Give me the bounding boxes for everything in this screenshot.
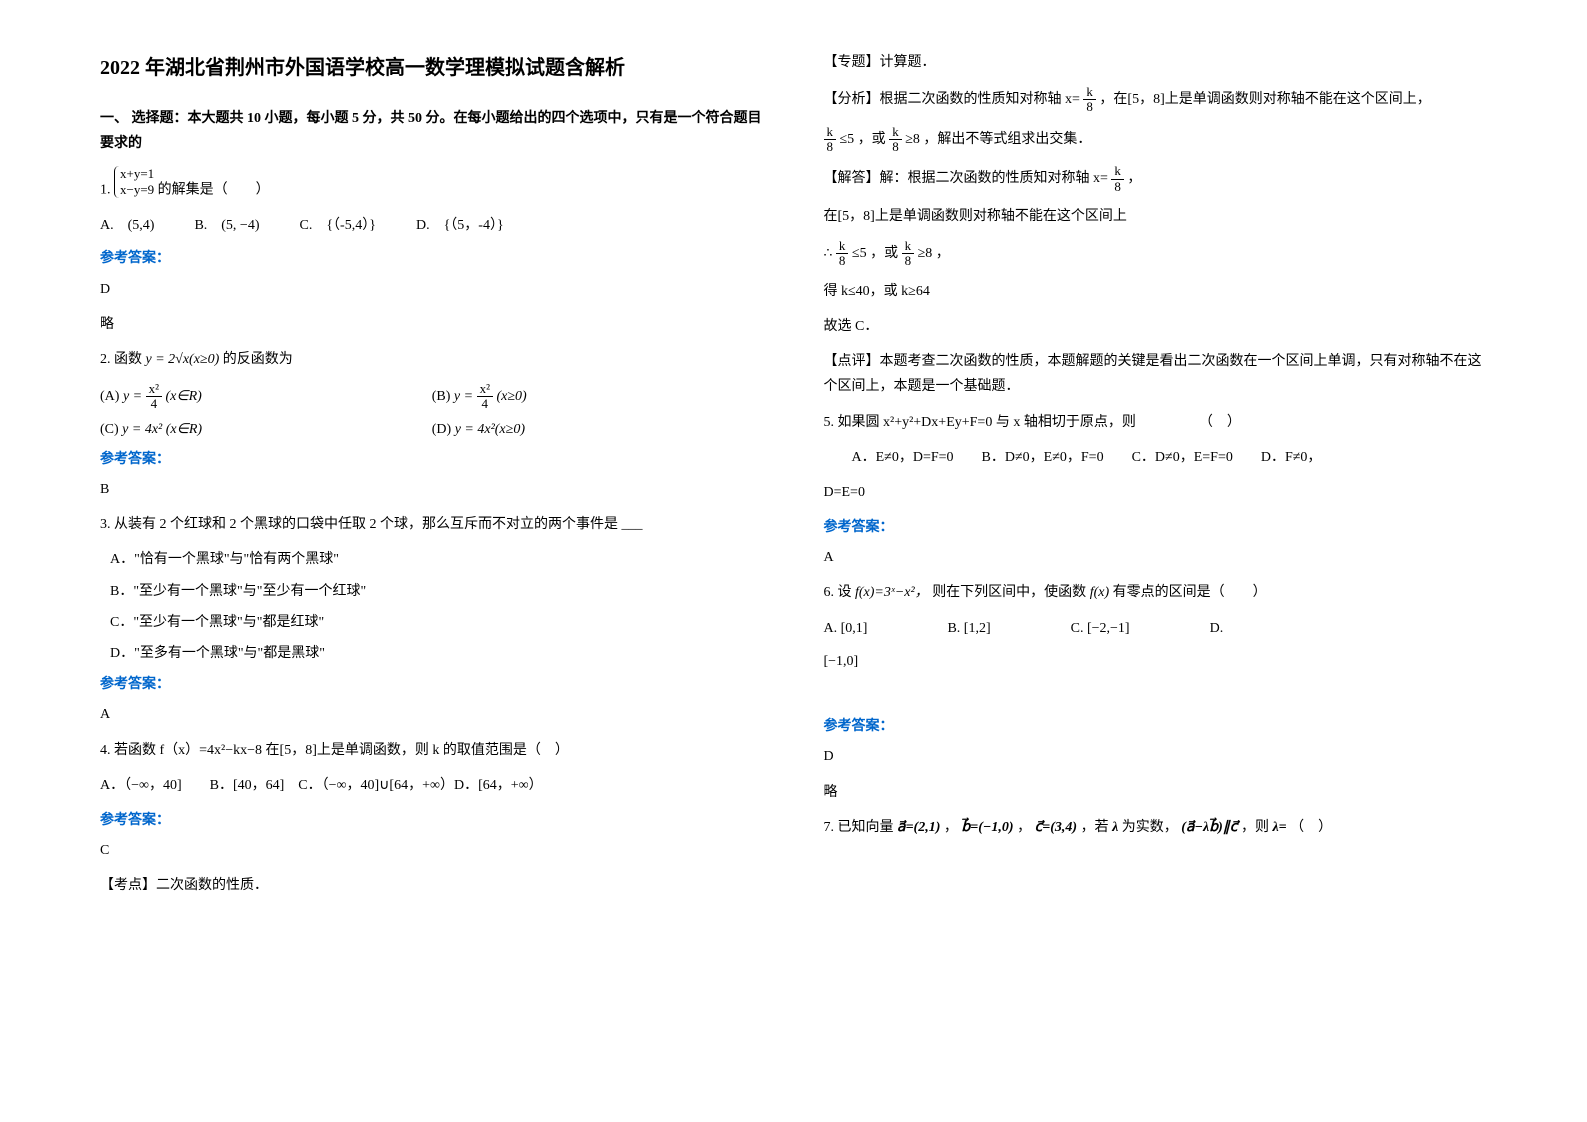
q1-system: x+y=1 x−y=9	[114, 166, 154, 197]
q1-opt-c: C. {（-5,4）}	[300, 213, 376, 238]
question-4: 4. 若函数 f（x）=4x²−kx−8 在[5，8]上是单调函数，则 k 的取…	[100, 738, 764, 763]
q1-answer: D	[100, 277, 764, 302]
jieda-line5: 故选 C．	[824, 314, 1488, 339]
document-title: 2022 年湖北省荆州市外国语学校高一数学理模拟试题含解析	[100, 50, 764, 86]
q6-options: A. [0,1] B. [1,2] C. [−2,−1] D.	[824, 616, 1488, 641]
q3-opt-d: D．"至多有一个黑球"与"都是黑球"	[110, 641, 764, 666]
question-5: 5. 如果圆 x²+y²+Dx+Ey+F=0 与 x 轴相切于原点，则 （ ）	[824, 410, 1488, 435]
q1-answer-label: 参考答案：	[100, 246, 764, 271]
q3-opt-c: C．"至少有一个黑球"与"都是红球"	[110, 610, 764, 635]
q5-answer: A	[824, 545, 1488, 570]
section-header: 一、 选择题：本大题共 10 小题，每小题 5 分，共 50 分。在每小题给出的…	[100, 106, 764, 156]
q5-options: A．E≠0，D=F=0 B．D≠0，E≠0，F=0 C．D≠0，E=F=0 D．…	[824, 445, 1488, 470]
q3-answer: A	[100, 702, 764, 727]
q1-note: 略	[100, 312, 764, 337]
question-1: 1. x+y=1 x−y=9 的解集是（ ）	[100, 166, 764, 203]
question-2: 2. 函数 y = 2√x(x≥0) 的反函数为	[100, 347, 764, 372]
q1-num: 1.	[100, 183, 111, 198]
q2-num: 2. 函数	[100, 352, 142, 367]
q4-options: A．（−∞，40] B．[40，64] C．（−∞，40]∪[64，+∞）D．[…	[100, 773, 764, 798]
q6-note: 略	[824, 780, 1488, 805]
jieda-line3: ∴ k 8 ≤5 ，或 k 8 ≥8 ，	[824, 239, 1488, 269]
q2-options-row2: (C) y = 4x² (x∈R) (D) y = 4x²(x≥0)	[100, 417, 764, 442]
q3-opt-a: A．"恰有一个黑球"与"恰有两个黑球"	[110, 547, 764, 572]
jieda-line4: 得 k≤40，或 k≥64	[824, 279, 1488, 304]
q2-answer-label: 参考答案：	[100, 447, 764, 472]
q2-answer: B	[100, 477, 764, 502]
zhuanti: 【专题】计算题．	[824, 50, 1488, 75]
dianping: 【点评】本题考查二次函数的性质，本题解题的关键是看出二次函数在一个区间上单调，只…	[824, 349, 1488, 399]
q2-options-row1: (A) y = x² 4 (x∈R) (B) y = x² 4 (x≥0)	[100, 382, 764, 412]
q4-kaodian: 【考点】二次函数的性质．	[100, 873, 764, 898]
q6-answer-label: 参考答案：	[824, 714, 1488, 739]
q4-answer-label: 参考答案：	[100, 808, 764, 833]
q5-answer-label: 参考答案：	[824, 515, 1488, 540]
q1-opt-b: B. (5, −4)	[194, 213, 259, 238]
q3-answer-label: 参考答案：	[100, 672, 764, 697]
jieda-line1: 【解答】解：根据二次函数的性质知对称轴 x= k 8 ，	[824, 164, 1488, 194]
question-7: 7. 已知向量 a⃗=(2,1) ， b⃗=(−1,0) ， c⃗=(3,4) …	[824, 815, 1488, 840]
question-6: 6. 设 f(x)=3ˣ−x²， 则在下列区间中，使函数 f(x) 有零点的区间…	[824, 580, 1488, 605]
q3-opt-b: B．"至少有一个黑球"与"至少有一个红球"	[110, 579, 764, 604]
q6-answer: D	[824, 744, 1488, 769]
fenxi-line1: 【分析】根据二次函数的性质知对称轴 x= k 8 ，在[5，8]上是单调函数则对…	[824, 85, 1488, 115]
question-3: 3. 从装有 2 个红球和 2 个黑球的口袋中任取 2 个球，那么互斥而不对立的…	[100, 512, 764, 537]
q5-options2: D=E=0	[824, 480, 1488, 505]
q6-opt-d: [−1,0]	[824, 649, 1488, 674]
fenxi-line2: k 8 ≤5 ，或 k 8 ≥8 ，解出不等式组求出交集．	[824, 125, 1488, 155]
left-column: 2022 年湖北省荆州市外国语学校高一数学理模拟试题含解析 一、 选择题：本大题…	[100, 50, 764, 909]
jieda-line2: 在[5，8]上是单调函数则对称轴不能在这个区间上	[824, 204, 1488, 229]
q1-opt-a: A. (5,4)	[100, 213, 154, 238]
q1-opt-d: D. {（5，-4）}	[416, 213, 504, 238]
right-column: 【专题】计算题． 【分析】根据二次函数的性质知对称轴 x= k 8 ，在[5，8…	[824, 50, 1488, 909]
q4-answer: C	[100, 838, 764, 863]
q1-options: A. (5,4) B. (5, −4) C. {（-5,4）} D. {（5，-…	[100, 213, 764, 238]
